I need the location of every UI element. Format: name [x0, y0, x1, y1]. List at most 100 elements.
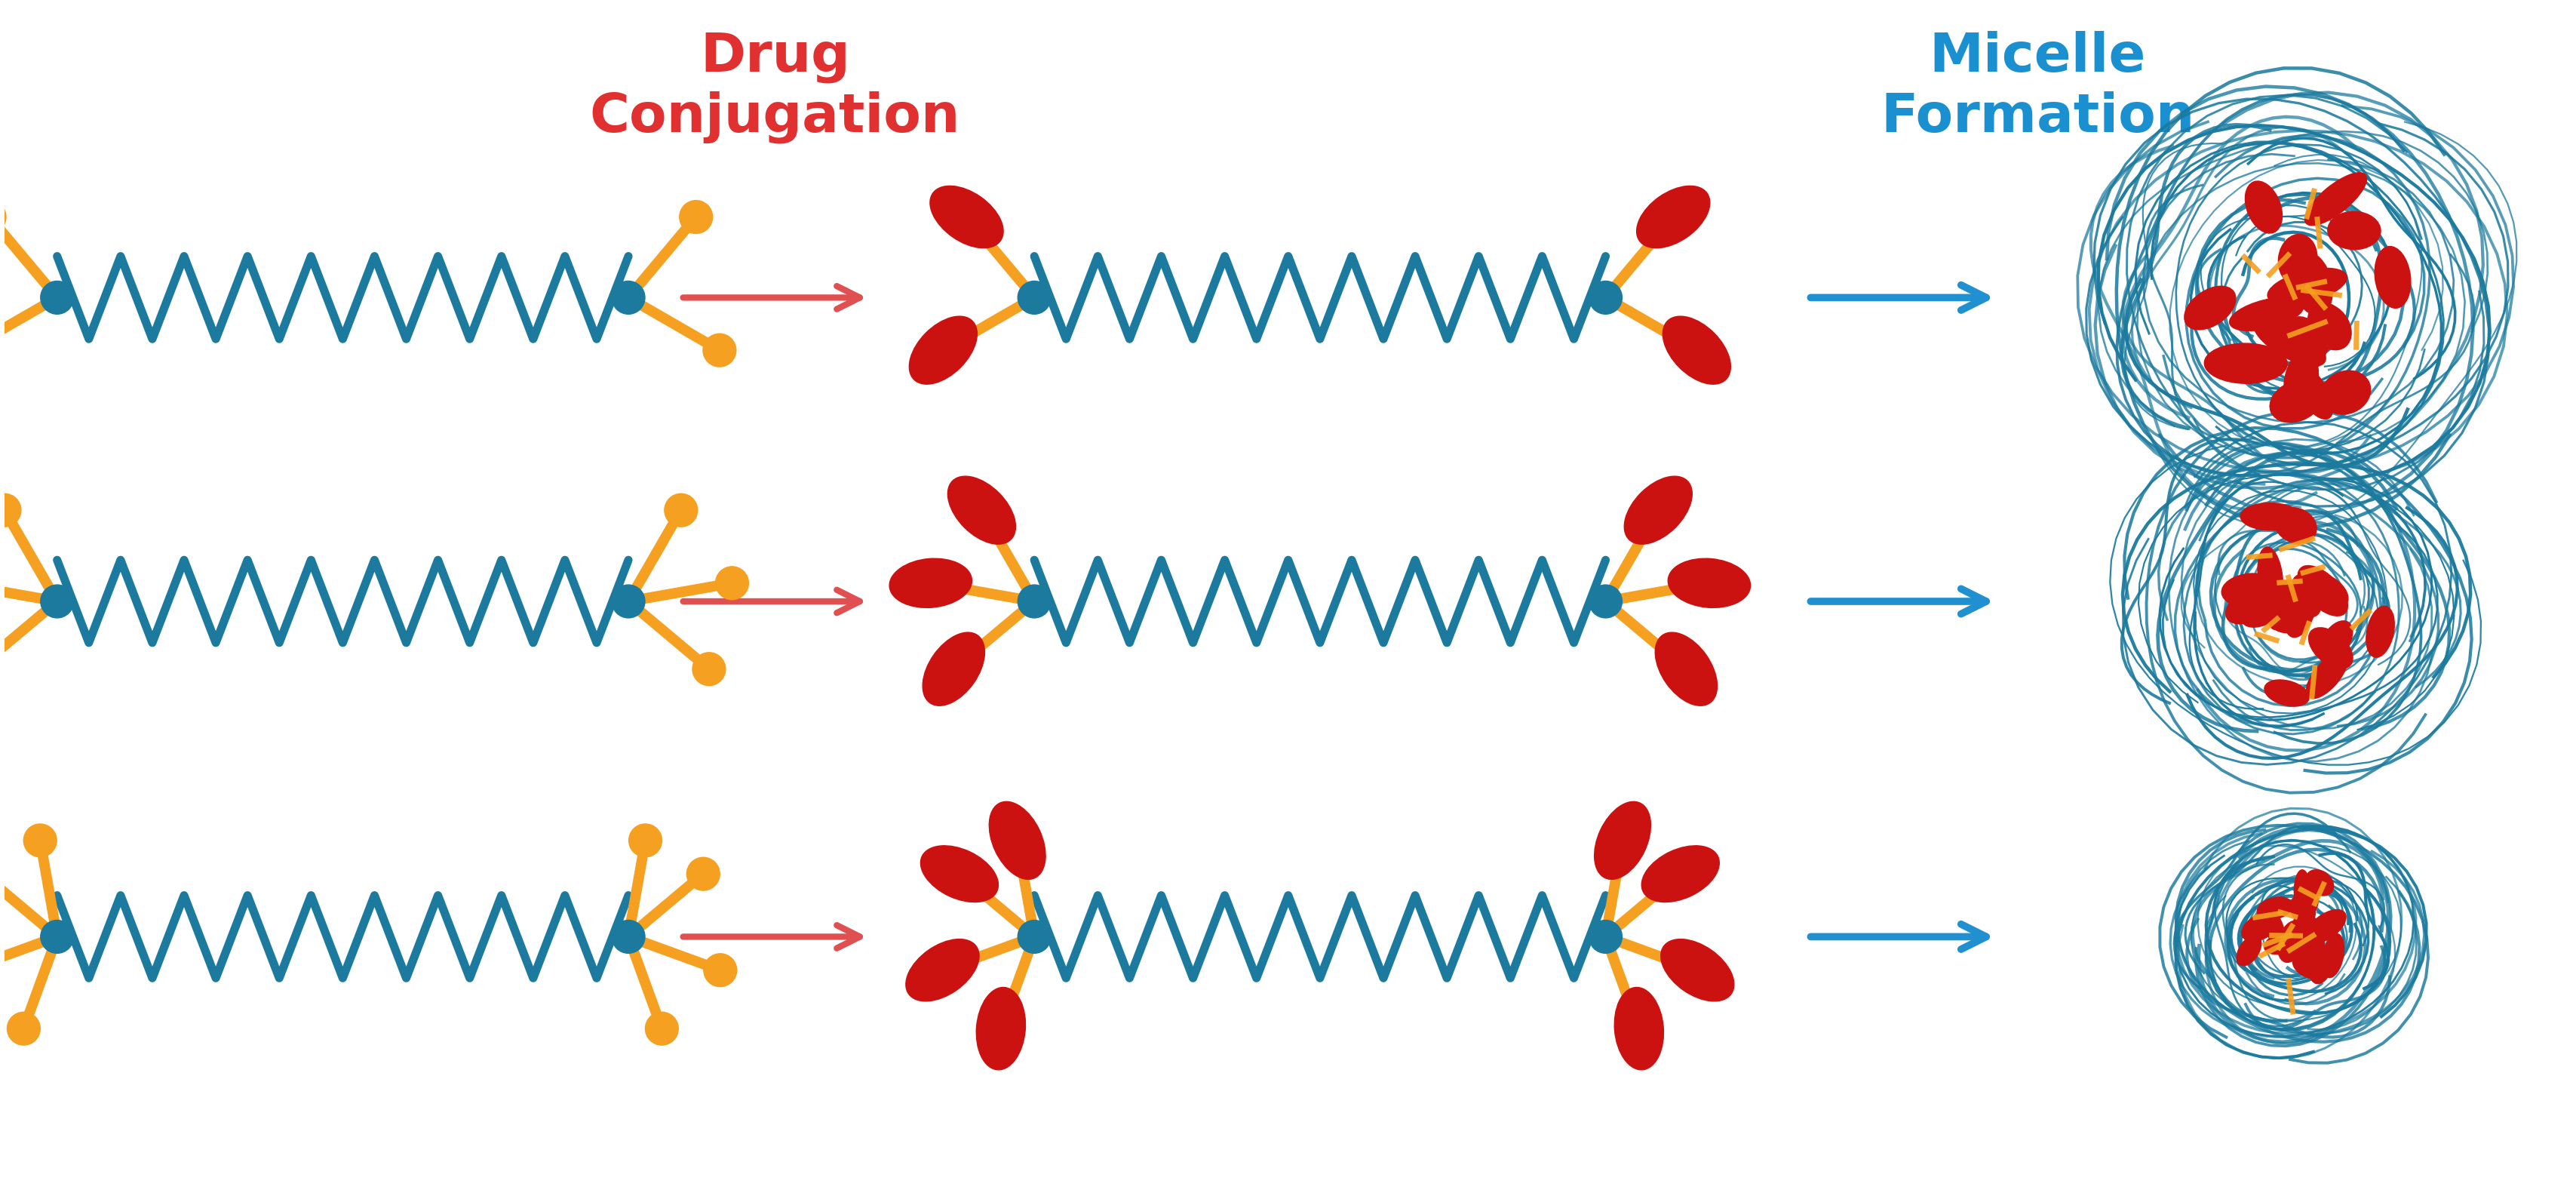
Circle shape [951, 201, 984, 233]
Ellipse shape [2298, 566, 2347, 615]
Ellipse shape [976, 987, 1025, 1070]
Ellipse shape [2277, 921, 2306, 963]
Ellipse shape [1662, 939, 1734, 1001]
Circle shape [925, 953, 958, 987]
Circle shape [644, 1012, 677, 1045]
Circle shape [716, 566, 750, 600]
Ellipse shape [930, 186, 1002, 248]
Text: Micelle
Formation: Micelle Formation [1880, 31, 2195, 143]
Ellipse shape [2300, 304, 2336, 368]
Circle shape [1589, 281, 1623, 314]
Circle shape [688, 857, 719, 891]
Ellipse shape [2275, 507, 2316, 543]
Circle shape [1623, 1012, 1656, 1045]
Ellipse shape [909, 316, 976, 385]
Circle shape [943, 857, 976, 891]
Circle shape [938, 653, 971, 685]
Circle shape [1018, 585, 1051, 618]
Ellipse shape [2259, 904, 2285, 946]
Ellipse shape [2282, 923, 2311, 950]
Ellipse shape [1662, 316, 1731, 385]
Circle shape [1641, 494, 1674, 526]
Circle shape [1692, 566, 1726, 600]
Ellipse shape [2184, 286, 2236, 329]
Circle shape [1018, 921, 1051, 953]
Ellipse shape [2269, 582, 2306, 630]
Ellipse shape [2241, 912, 2280, 941]
Ellipse shape [2306, 870, 2334, 895]
Ellipse shape [1669, 559, 1752, 608]
Ellipse shape [2367, 606, 2396, 657]
Circle shape [1682, 953, 1713, 987]
Ellipse shape [2293, 364, 2334, 419]
Ellipse shape [2264, 680, 2308, 707]
Circle shape [1656, 201, 1690, 233]
Circle shape [613, 921, 644, 953]
Circle shape [1605, 823, 1638, 857]
Circle shape [41, 921, 75, 953]
Circle shape [1589, 921, 1623, 953]
Ellipse shape [1625, 476, 1692, 545]
Ellipse shape [2226, 591, 2267, 624]
Ellipse shape [2308, 946, 2334, 983]
Ellipse shape [2269, 606, 2311, 633]
Ellipse shape [989, 802, 1046, 880]
Circle shape [1669, 653, 1703, 685]
Circle shape [23, 823, 57, 857]
Ellipse shape [2228, 297, 2303, 331]
Circle shape [613, 281, 644, 314]
Circle shape [665, 494, 698, 526]
Ellipse shape [2254, 316, 2326, 367]
Ellipse shape [2290, 888, 2318, 920]
Ellipse shape [907, 939, 979, 1001]
Ellipse shape [922, 632, 984, 706]
Ellipse shape [2306, 173, 2367, 226]
Ellipse shape [2269, 381, 2321, 422]
Ellipse shape [2264, 929, 2306, 954]
Ellipse shape [1615, 987, 1664, 1070]
Circle shape [1664, 857, 1698, 891]
Ellipse shape [1641, 846, 1718, 903]
Ellipse shape [2308, 303, 2352, 350]
Circle shape [613, 585, 644, 618]
Ellipse shape [2300, 912, 2324, 957]
Ellipse shape [2329, 212, 2380, 250]
Ellipse shape [2257, 547, 2282, 606]
Text: Drug
Conjugation: Drug Conjugation [590, 31, 961, 143]
Circle shape [966, 494, 999, 526]
Circle shape [41, 281, 75, 314]
Ellipse shape [2321, 370, 2370, 415]
Circle shape [914, 566, 948, 600]
Circle shape [0, 201, 5, 233]
Circle shape [693, 653, 726, 685]
Circle shape [703, 953, 737, 987]
Ellipse shape [2290, 944, 2331, 965]
Ellipse shape [2293, 953, 2326, 978]
Ellipse shape [2257, 897, 2293, 920]
Ellipse shape [2321, 621, 2352, 660]
Circle shape [1002, 823, 1033, 857]
Ellipse shape [2241, 587, 2295, 627]
Circle shape [927, 334, 961, 367]
Ellipse shape [2285, 351, 2318, 411]
Ellipse shape [920, 846, 999, 903]
Ellipse shape [1636, 186, 1710, 248]
Circle shape [1589, 585, 1623, 618]
Ellipse shape [889, 559, 971, 608]
Ellipse shape [2205, 344, 2287, 383]
Circle shape [703, 334, 737, 367]
Ellipse shape [2306, 651, 2347, 698]
Ellipse shape [1656, 632, 1718, 706]
Circle shape [0, 494, 21, 526]
Ellipse shape [2293, 252, 2331, 315]
Ellipse shape [2293, 902, 2316, 935]
Ellipse shape [2293, 575, 2321, 617]
Ellipse shape [2295, 870, 2311, 912]
Ellipse shape [2267, 268, 2347, 304]
Ellipse shape [2285, 317, 2326, 369]
Circle shape [629, 823, 662, 857]
Ellipse shape [2308, 573, 2349, 608]
Circle shape [984, 1012, 1018, 1045]
Circle shape [1680, 334, 1713, 367]
Circle shape [8, 1012, 41, 1045]
